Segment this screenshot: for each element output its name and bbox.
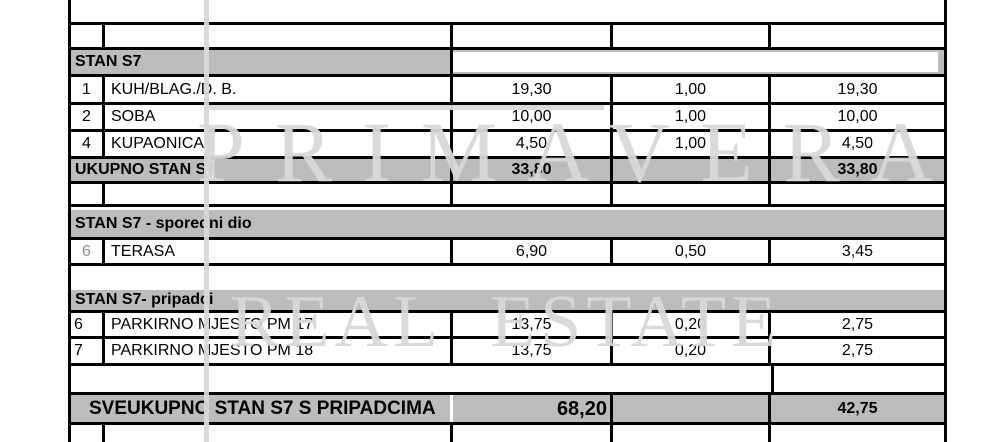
white-inset-strip — [453, 52, 938, 72]
result-cell: 4,50 — [841, 135, 874, 152]
area-cell: 19,30 — [453, 77, 613, 102]
coefficient-cell — [613, 25, 771, 47]
result-cell: 2,75 — [841, 315, 874, 333]
section1-header-label: STAN S7 — [71, 50, 453, 74]
name-cell — [105, 425, 453, 442]
section1-total-coef-empty — [613, 159, 771, 181]
name-cell: KUH/BLAG./D. B. — [105, 77, 453, 102]
coefficient-cell: 1,00 — [613, 132, 771, 156]
grand-total-label: SVEUKUPNO STAN S7 S PRIPADCIMA — [71, 395, 453, 422]
table-row-empty — [68, 184, 947, 207]
row-number-cell: 7 — [71, 339, 105, 363]
result-cell: 10,00 — [837, 108, 878, 125]
area-cell: 13,75 — [453, 313, 613, 336]
table-row: 1 KUH/BLAG./D. B. 19,30 1,00 19,30 — [68, 77, 947, 105]
table-row-top-partial — [68, 0, 947, 25]
coefficient-cell — [613, 184, 771, 204]
section1-total-result: 33,80 — [837, 161, 878, 178]
row-number-cell: 6 — [71, 240, 105, 263]
area-cell — [453, 425, 613, 442]
grand-total-coef-empty — [613, 395, 771, 422]
section1-header-right-area — [453, 50, 944, 74]
section2-header-band: STAN S7 - sporedni dio — [71, 210, 944, 237]
section3-header-row: STAN S7- pripadci — [68, 290, 947, 313]
section1-total-row: UKUPNO STAN S7 33,80 33,80 — [68, 159, 947, 184]
grand-total-result: 42,75 — [837, 399, 878, 417]
area-cell: 13,75 — [453, 339, 613, 363]
row-number-cell — [71, 425, 105, 442]
section2-header-label: STAN S7 - sporedni dio — [75, 214, 252, 232]
table-row-bottom-partial — [68, 425, 947, 442]
area-cell: 10,00 — [453, 105, 613, 129]
result-cell: 2,75 — [841, 342, 874, 359]
result-cell — [771, 184, 944, 204]
section1-header-row: STAN S7 — [68, 50, 947, 77]
result-cell: 3,45 — [841, 242, 874, 260]
coefficient-cell — [613, 425, 771, 442]
section1-total-area: 33,80 — [453, 159, 613, 181]
name-cell — [105, 25, 453, 47]
table-row-empty-header — [68, 25, 947, 50]
section3-header-label: STAN S7- pripadci — [75, 291, 214, 308]
coefficient-cell: 1,00 — [613, 105, 771, 129]
coefficient-cell: 0,20 — [613, 313, 771, 336]
result-cell — [771, 425, 944, 442]
name-cell: PARKIRNO MJESTO PM 17 — [105, 313, 453, 336]
table-row: 6 TERASA 6,90 0,50 3,45 — [68, 240, 947, 266]
table-row-gap — [68, 366, 947, 395]
grand-total-row: SVEUKUPNO STAN S7 S PRIPADCIMA 68,20 42,… — [68, 395, 947, 425]
section3-header-band: STAN S7- pripadci — [71, 290, 944, 310]
table-row: 4 KUPAONICA 4,50 1,00 4,50 — [68, 132, 947, 159]
row-number-cell: 6 — [71, 313, 105, 336]
section1-total-label: UKUPNO STAN S7 — [71, 159, 453, 181]
row-number-cell: 2 — [71, 105, 105, 129]
area-cell: 6,90 — [453, 240, 613, 263]
row-number-cell — [71, 184, 105, 204]
grand-total-area: 68,20 — [453, 395, 613, 422]
area-cell: 4,50 — [453, 132, 613, 156]
result-cell — [771, 25, 944, 47]
coefficient-cell: 1,00 — [613, 77, 771, 102]
name-cell: TERASA — [105, 240, 453, 263]
area-cell — [453, 25, 613, 47]
name-cell: PARKIRNO MJESTO PM 18 — [105, 339, 453, 363]
name-cell: SOBA — [105, 105, 453, 129]
result-cell: 19,30 — [837, 80, 878, 98]
row-number-cell: 4 — [71, 132, 105, 156]
table-row: 6 PARKIRNO MJESTO PM 17 13,75 0,20 2,75 — [68, 313, 947, 339]
row-number-cell — [71, 25, 105, 47]
row-number-cell: 1 — [71, 77, 105, 102]
table-row: 7 PARKIRNO MJESTO PM 18 13,75 0,20 2,75 — [68, 339, 947, 366]
table-row-gap — [68, 266, 947, 290]
column-border-stub — [771, 366, 774, 392]
name-cell — [105, 184, 453, 204]
table-row: 2 SOBA 10,00 1,00 10,00 — [68, 105, 947, 132]
section2-header-row: STAN S7 - sporedni dio — [68, 207, 947, 240]
coefficient-cell: 0,20 — [613, 339, 771, 363]
coefficient-cell: 0,50 — [613, 240, 771, 263]
area-cell — [453, 184, 613, 204]
name-cell: KUPAONICA — [105, 132, 453, 156]
